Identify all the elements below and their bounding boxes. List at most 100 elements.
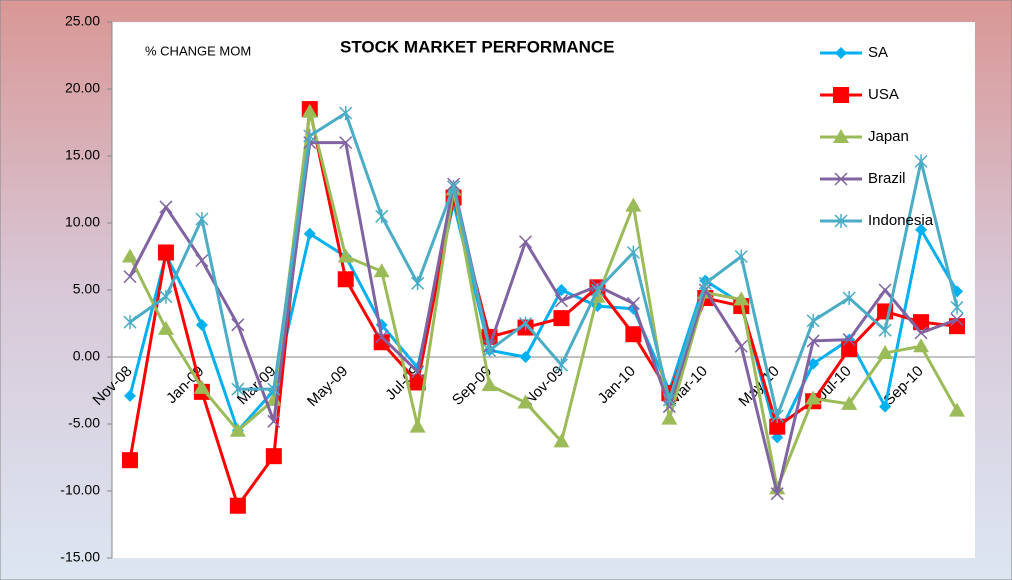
data-point	[373, 334, 390, 351]
y-tick-label: 10.00	[65, 214, 100, 230]
data-point	[339, 136, 353, 150]
plot-area	[112, 22, 975, 558]
data-point	[554, 358, 569, 373]
data-point	[265, 391, 282, 406]
data-point	[157, 320, 174, 335]
data-point	[877, 344, 894, 359]
legend-marker	[834, 172, 848, 186]
data-point	[553, 310, 570, 327]
data-point	[231, 318, 245, 332]
data-point	[733, 291, 750, 306]
y-tick-label: 0.00	[73, 348, 100, 364]
data-point	[409, 418, 426, 433]
data-point	[842, 291, 856, 306]
data-point	[447, 179, 461, 194]
data-point	[123, 315, 137, 330]
data-point	[195, 211, 209, 226]
data-point	[481, 377, 498, 392]
data-point	[411, 276, 425, 291]
legend-label: Brazil	[868, 170, 906, 187]
data-point	[375, 330, 389, 344]
data-point	[553, 433, 570, 448]
data-point	[625, 326, 642, 343]
data-point	[159, 289, 173, 304]
data-point	[519, 351, 532, 363]
data-point	[661, 410, 678, 425]
data-point	[157, 244, 174, 261]
data-point	[265, 448, 282, 465]
legend-marker	[834, 214, 848, 228]
data-point	[949, 402, 966, 417]
y-tick-label: -5.00	[68, 415, 100, 431]
data-point	[121, 248, 138, 263]
data-point	[195, 318, 208, 331]
data-point	[518, 235, 533, 249]
data-point	[626, 245, 640, 260]
data-point	[734, 249, 748, 264]
series-line	[128, 107, 958, 508]
data-point	[231, 382, 245, 397]
data-point	[913, 338, 930, 353]
data-point	[554, 294, 569, 308]
data-point	[483, 343, 497, 358]
data-point	[842, 333, 856, 347]
data-point	[337, 271, 354, 288]
data-point	[879, 400, 892, 413]
data-point	[373, 263, 390, 278]
data-point	[193, 379, 210, 394]
data-point	[769, 418, 786, 435]
data-point	[123, 270, 137, 284]
data-point	[914, 326, 928, 340]
data-point	[841, 340, 858, 357]
data-point	[770, 487, 784, 501]
data-point	[301, 103, 318, 118]
data-point	[375, 209, 389, 224]
data-point	[625, 197, 642, 212]
data-point	[734, 339, 748, 353]
data-point	[914, 154, 928, 169]
y-tick-label: -10.00	[60, 482, 100, 498]
data-point	[121, 452, 138, 469]
legend-label: USA	[868, 86, 899, 103]
y-tick-label: -15.00	[60, 549, 100, 565]
data-point	[229, 422, 246, 437]
legend-label: SA	[868, 44, 888, 61]
y-tick-label: 25.00	[65, 13, 100, 29]
chart-subtitle: % CHANGE MOM	[145, 43, 251, 58]
series-line	[129, 111, 959, 418]
legend-label: Indonesia	[868, 212, 934, 229]
data-point	[806, 334, 820, 348]
data-point	[806, 313, 820, 328]
data-point	[770, 408, 784, 423]
series-line	[128, 141, 958, 496]
data-point	[411, 365, 425, 379]
data-point	[303, 227, 316, 240]
data-point	[337, 248, 354, 263]
data-point	[698, 276, 712, 291]
y-tick-label: 5.00	[73, 281, 100, 297]
legend-marker	[833, 129, 849, 143]
data-point	[123, 389, 136, 402]
data-point	[805, 390, 822, 405]
y-tick-label: 15.00	[65, 147, 100, 163]
data-point	[267, 414, 281, 428]
data-point	[950, 300, 964, 315]
data-point	[229, 497, 246, 514]
data-point	[339, 106, 353, 121]
data-point	[915, 223, 928, 236]
legend-marker	[833, 87, 849, 103]
data-point	[518, 316, 533, 331]
data-point	[626, 296, 640, 310]
data-point	[807, 357, 820, 370]
data-point	[878, 323, 892, 338]
data-point	[590, 283, 604, 297]
legend-marker	[835, 47, 847, 59]
data-point	[159, 200, 173, 214]
chart-title: STOCK MARKET PERFORMANCE	[340, 37, 615, 56]
data-point	[195, 253, 209, 268]
data-point	[517, 394, 534, 409]
y-tick-label: 20.00	[65, 80, 100, 96]
data-point	[267, 382, 281, 397]
data-point	[841, 395, 858, 410]
